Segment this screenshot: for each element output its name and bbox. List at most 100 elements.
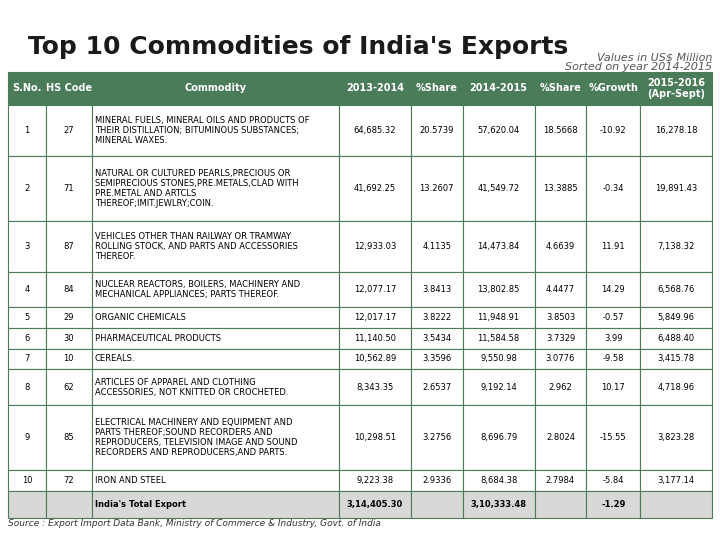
Text: 3: 3	[24, 242, 30, 251]
Bar	[463, 369, 534, 405]
Text: 9,550.98: 9,550.98	[480, 354, 517, 363]
Text: 84: 84	[63, 285, 74, 294]
Text: %Share: %Share	[539, 84, 581, 93]
Text: 64,685.32: 64,685.32	[354, 126, 396, 134]
Text: 9,192.14: 9,192.14	[480, 382, 517, 392]
Text: 57,620.04: 57,620.04	[477, 126, 520, 134]
Bar	[46, 491, 91, 518]
Text: 14,473.84: 14,473.84	[477, 242, 520, 251]
Text: 8,696.79: 8,696.79	[480, 433, 517, 442]
Bar	[339, 72, 411, 105]
Text: Top 10 Commodities of India's Exports: Top 10 Commodities of India's Exports	[28, 35, 568, 59]
Bar	[411, 272, 463, 307]
Text: 9,223.38: 9,223.38	[356, 476, 394, 485]
Bar	[339, 470, 411, 491]
Text: 12,933.03: 12,933.03	[354, 242, 396, 251]
Bar	[534, 349, 586, 369]
Bar	[534, 72, 586, 105]
Bar	[411, 307, 463, 328]
Bar	[463, 491, 534, 518]
Bar	[411, 221, 463, 272]
Bar	[534, 105, 586, 156]
Bar	[586, 328, 640, 349]
Text: -15.55: -15.55	[600, 433, 626, 442]
Bar	[586, 369, 640, 405]
Bar	[8, 369, 46, 405]
Text: 2013-2014: 2013-2014	[346, 84, 404, 93]
Bar	[534, 272, 586, 307]
Bar	[8, 328, 46, 349]
Text: S.No.: S.No.	[12, 84, 42, 93]
Bar	[463, 307, 534, 328]
Bar	[463, 221, 534, 272]
Bar	[46, 470, 91, 491]
Bar	[8, 349, 46, 369]
Bar	[8, 405, 46, 470]
Text: VEHICLES OTHER THAN RAILWAY OR TRAMWAY
ROLLING STOCK, AND PARTS AND ACCESSORIES
: VEHICLES OTHER THAN RAILWAY OR TRAMWAY R…	[95, 232, 297, 261]
Bar	[411, 470, 463, 491]
Text: 3.8413: 3.8413	[422, 285, 451, 294]
Bar	[640, 272, 712, 307]
Bar	[411, 369, 463, 405]
Text: 2.8024: 2.8024	[546, 433, 575, 442]
Text: -5.84: -5.84	[603, 476, 624, 485]
Text: 18.5668: 18.5668	[543, 126, 577, 134]
Bar	[46, 156, 91, 221]
Text: 30: 30	[63, 334, 74, 343]
Text: Source : Export Import Data Bank, Ministry of Commerce & Industry, Govt. of Indi: Source : Export Import Data Bank, Minist…	[8, 519, 381, 528]
Text: -10.92: -10.92	[600, 126, 626, 134]
Bar	[640, 405, 712, 470]
Text: 11,948.91: 11,948.91	[477, 313, 520, 322]
Bar	[586, 405, 640, 470]
Bar	[534, 156, 586, 221]
Text: 4: 4	[24, 285, 30, 294]
Text: 3.0776: 3.0776	[546, 354, 575, 363]
Bar	[91, 105, 339, 156]
Bar	[8, 156, 46, 221]
Bar	[411, 491, 463, 518]
Text: 11.91: 11.91	[601, 242, 625, 251]
Bar	[640, 221, 712, 272]
Bar	[339, 369, 411, 405]
Text: 2: 2	[24, 184, 30, 193]
Text: India's Total Export: India's Total Export	[95, 500, 186, 509]
Text: 41,692.25: 41,692.25	[354, 184, 396, 193]
Bar	[46, 221, 91, 272]
Bar	[586, 72, 640, 105]
Text: Values in US$ Million: Values in US$ Million	[597, 52, 712, 62]
Bar	[339, 349, 411, 369]
Text: 4.1135: 4.1135	[423, 242, 451, 251]
Bar	[534, 307, 586, 328]
Text: 20.5739: 20.5739	[420, 126, 454, 134]
Bar	[8, 491, 46, 518]
Text: ARTICLES OF APPAREL AND CLOTHING
ACCESSORIES, NOT KNITTED OR CROCHETED.: ARTICLES OF APPAREL AND CLOTHING ACCESSO…	[95, 377, 288, 396]
Bar	[411, 328, 463, 349]
Text: 10.17: 10.17	[601, 382, 625, 392]
Bar	[91, 221, 339, 272]
Text: 3.8503: 3.8503	[546, 313, 575, 322]
Bar	[339, 307, 411, 328]
Bar	[640, 470, 712, 491]
Text: 3.5434: 3.5434	[422, 334, 451, 343]
Text: 11,140.50: 11,140.50	[354, 334, 396, 343]
Bar	[91, 349, 339, 369]
Text: 10,562.89: 10,562.89	[354, 354, 396, 363]
Bar	[640, 369, 712, 405]
Bar	[91, 272, 339, 307]
Bar	[91, 307, 339, 328]
Text: 2.962: 2.962	[549, 382, 572, 392]
Text: 2015-2016
(Apr-Sept): 2015-2016 (Apr-Sept)	[647, 78, 705, 99]
Text: 10: 10	[22, 476, 32, 485]
Bar	[463, 156, 534, 221]
Bar	[339, 221, 411, 272]
Bar	[640, 307, 712, 328]
Bar	[586, 156, 640, 221]
Text: 71: 71	[63, 184, 74, 193]
Text: 8,343.35: 8,343.35	[356, 382, 394, 392]
Bar	[46, 105, 91, 156]
Bar	[8, 307, 46, 328]
Text: 3.2756: 3.2756	[422, 433, 451, 442]
Bar	[411, 156, 463, 221]
Text: 2.6537: 2.6537	[422, 382, 451, 392]
Text: 6,488.40: 6,488.40	[657, 334, 695, 343]
